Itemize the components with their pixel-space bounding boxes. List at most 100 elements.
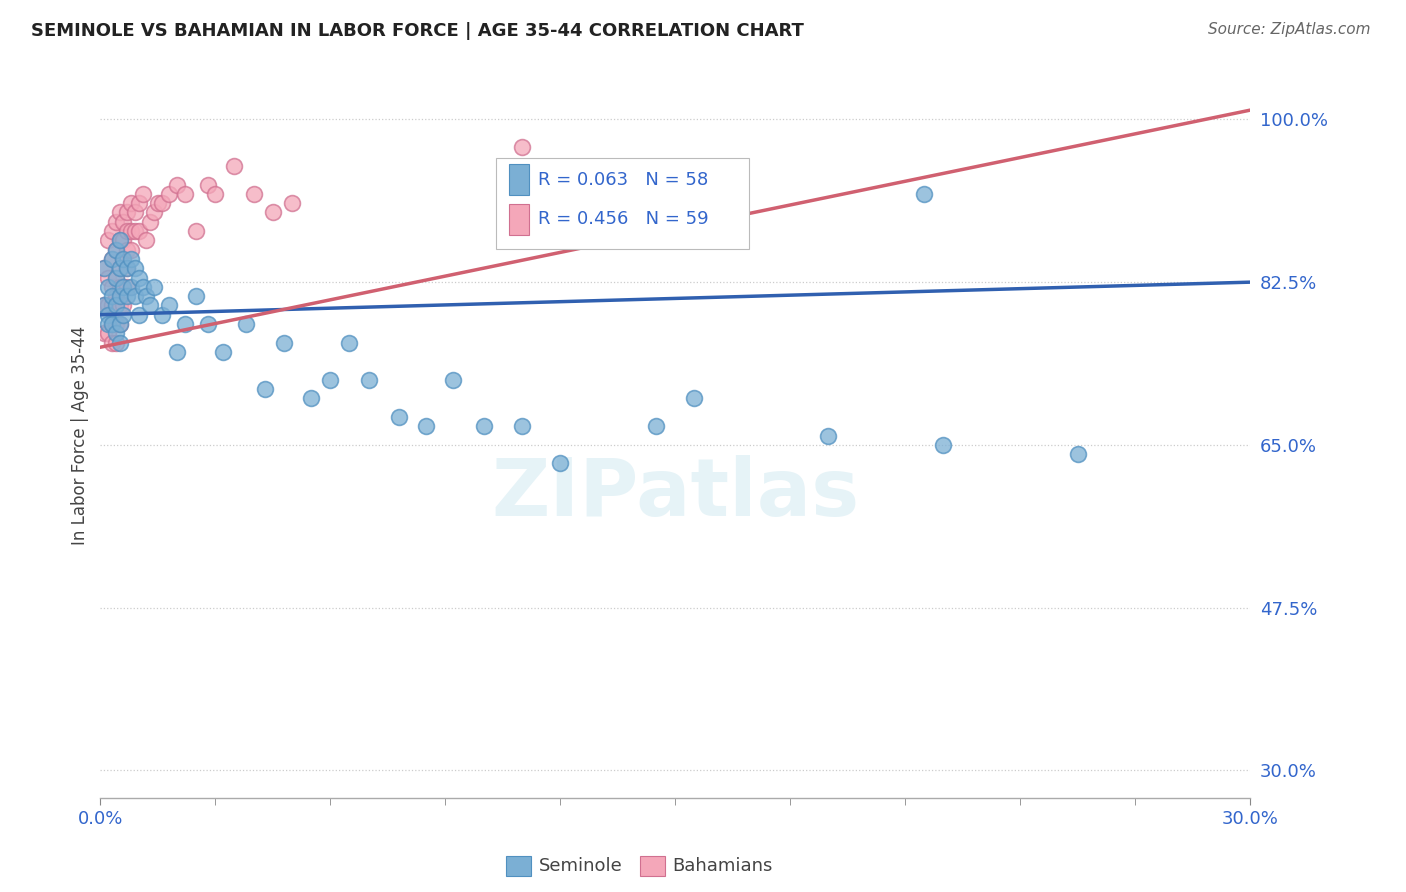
Point: [101, 252, 124, 266]
Point: [97, 233, 120, 247]
Point: [104, 289, 127, 303]
Point: [186, 289, 208, 303]
Point: [131, 280, 153, 294]
Point: [101, 289, 124, 303]
Point: [101, 280, 124, 294]
Point: [108, 261, 131, 276]
Point: [108, 317, 131, 331]
Point: [415, 419, 437, 434]
Point: [912, 186, 935, 201]
Point: [197, 317, 219, 331]
Point: [212, 344, 235, 359]
Point: [97, 308, 120, 322]
Point: [101, 252, 124, 266]
Point: [104, 215, 127, 229]
Point: [146, 196, 169, 211]
Point: [108, 205, 131, 219]
Point: [120, 243, 142, 257]
Point: [115, 261, 138, 276]
Point: [101, 224, 124, 238]
Point: [108, 317, 131, 331]
Point: [510, 140, 533, 154]
Point: [124, 224, 146, 238]
Point: [150, 308, 173, 322]
Point: [104, 335, 127, 350]
Point: [135, 233, 157, 247]
Point: [101, 317, 124, 331]
Text: R = 0.063   N = 58: R = 0.063 N = 58: [537, 170, 707, 188]
Point: [104, 270, 127, 285]
Point: [254, 382, 277, 396]
Point: [112, 233, 135, 247]
Point: [101, 298, 124, 312]
Point: [101, 335, 124, 350]
Point: [357, 373, 380, 387]
Point: [143, 205, 166, 219]
Point: [120, 196, 142, 211]
Point: [104, 243, 127, 257]
Point: [112, 298, 135, 312]
Point: [548, 457, 571, 471]
Point: [645, 419, 668, 434]
Point: [115, 243, 138, 257]
Point: [472, 419, 495, 434]
Point: [124, 289, 146, 303]
Y-axis label: In Labor Force | Age 35-44: In Labor Force | Age 35-44: [72, 326, 89, 545]
Point: [128, 196, 150, 211]
Point: [157, 186, 180, 201]
Point: [166, 178, 188, 192]
Point: [143, 280, 166, 294]
Point: [108, 233, 131, 247]
Point: [224, 159, 246, 173]
Point: [281, 196, 304, 211]
Point: [683, 392, 706, 406]
Point: [242, 186, 264, 201]
Point: [319, 373, 342, 387]
Point: [1066, 447, 1088, 461]
Point: [173, 186, 195, 201]
Point: [97, 317, 120, 331]
Point: [104, 317, 127, 331]
Point: [93, 298, 115, 312]
Point: [108, 233, 131, 247]
Point: [104, 326, 127, 341]
Point: [120, 224, 142, 238]
Point: [388, 409, 411, 424]
Point: [112, 280, 135, 294]
Point: [108, 298, 131, 312]
Text: Source: ZipAtlas.com: Source: ZipAtlas.com: [1208, 22, 1371, 37]
Point: [262, 205, 284, 219]
Point: [93, 261, 115, 276]
Point: [124, 261, 146, 276]
Point: [120, 252, 142, 266]
Point: [128, 308, 150, 322]
Text: SEMINOLE VS BAHAMIAN IN LABOR FORCE | AGE 35-44 CORRELATION CHART: SEMINOLE VS BAHAMIAN IN LABOR FORCE | AG…: [31, 22, 804, 40]
Point: [166, 344, 188, 359]
Point: [93, 261, 115, 276]
Point: [150, 196, 173, 211]
Point: [128, 224, 150, 238]
Point: [339, 335, 361, 350]
Point: [104, 298, 127, 312]
Point: [120, 280, 142, 294]
Point: [112, 280, 135, 294]
Text: ZIPatlas: ZIPatlas: [491, 455, 859, 533]
Point: [93, 326, 115, 341]
Point: [97, 326, 120, 341]
Point: [115, 280, 138, 294]
Point: [510, 419, 533, 434]
Point: [115, 205, 138, 219]
Point: [97, 280, 120, 294]
Point: [108, 289, 131, 303]
Point: [135, 289, 157, 303]
Point: [93, 298, 115, 312]
Point: [112, 252, 135, 266]
Point: [115, 289, 138, 303]
Point: [235, 317, 257, 331]
Point: [108, 280, 131, 294]
Point: [299, 392, 322, 406]
Text: Bahamians: Bahamians: [672, 857, 772, 875]
Point: [124, 205, 146, 219]
Point: [273, 335, 295, 350]
Point: [204, 186, 226, 201]
